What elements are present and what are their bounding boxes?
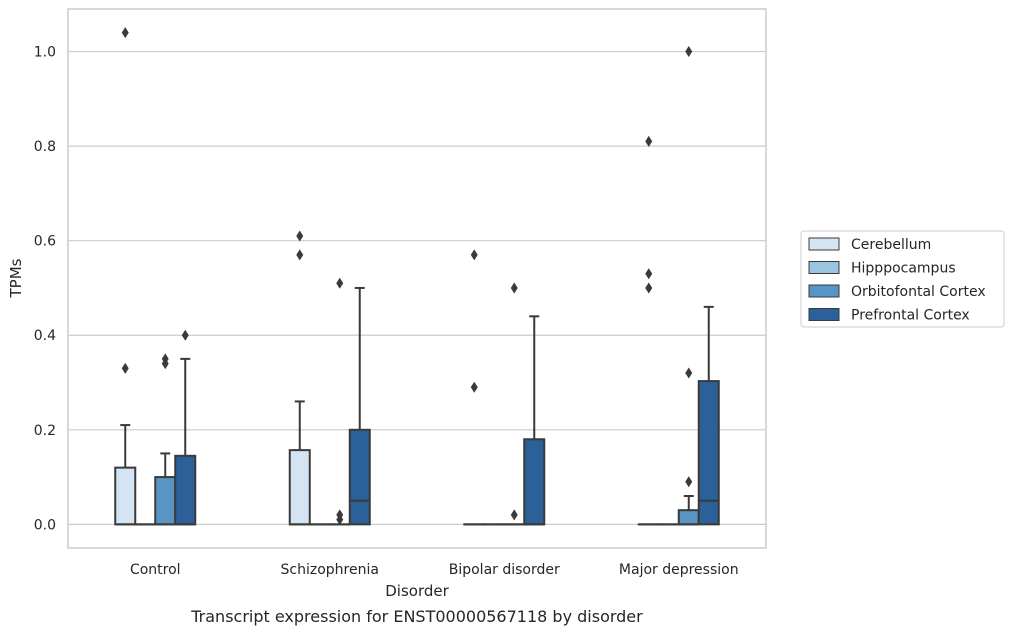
outlier-point	[121, 362, 129, 374]
legend-frame	[800, 230, 1005, 328]
box-plot-cerebellum	[637, 135, 660, 526]
outlier-point	[181, 329, 189, 341]
x-tick-label: Control	[130, 562, 181, 578]
legend-swatch	[808, 284, 840, 298]
chart-caption: Transcript expression for ENST0000056711…	[190, 607, 643, 626]
outlier-point	[161, 353, 169, 365]
box-plot-orbitofontal-cortex	[154, 353, 177, 526]
box-plot-cerebellum	[463, 249, 486, 526]
x-axis-label: Disorder	[385, 582, 449, 600]
y-axis-label: TPMs	[7, 258, 25, 298]
outlier-point	[336, 509, 344, 521]
box-body	[523, 438, 546, 526]
x-tick-label: Schizophrenia	[281, 562, 379, 578]
x-tick-label: Bipolar disorder	[449, 562, 560, 578]
legend-label: Cerebellum	[851, 237, 931, 253]
axes: 0.0 0.2 0.4 0.6 0.8 1.0 Control Schizophrenia Bi…	[34, 45, 739, 578]
box-body	[154, 476, 177, 526]
grid-lines	[68, 50, 766, 525]
y-tick-label: 0.6	[34, 234, 56, 250]
outlier-point	[685, 476, 693, 488]
outlier-point	[645, 282, 653, 294]
outlier-point	[470, 249, 478, 261]
plot-frame	[67, 8, 767, 549]
outlier-point	[470, 381, 478, 393]
outlier-point	[645, 135, 653, 147]
box-body	[174, 454, 197, 526]
legend-label: Prefrontal Cortex	[851, 308, 970, 324]
box-plot-prefrontal-cortex	[697, 305, 720, 526]
y-tick-label: 0.8	[34, 139, 56, 155]
box-body	[114, 466, 137, 526]
outlier-point	[296, 230, 304, 242]
y-tick-label: 0.2	[34, 423, 56, 439]
box-plot-prefrontal-cortex	[174, 329, 197, 526]
y-tick-label: 0.4	[34, 328, 56, 344]
x-tick-label: Major depression	[619, 562, 739, 578]
box-body	[677, 509, 700, 526]
box-plot-cerebellum	[114, 27, 137, 526]
box-plot-orbitofontal-cortex	[677, 46, 700, 526]
outlier-point	[685, 46, 693, 58]
box-plot-orbitofontal-cortex	[503, 282, 526, 526]
outlier-point	[121, 27, 129, 39]
outlier-point	[645, 268, 653, 280]
box-plot-orbitofontal-cortex	[328, 277, 351, 526]
legend-swatch	[808, 237, 840, 251]
legend-label: Hipppocampus	[851, 261, 956, 277]
legend: Cerebellum Hipppocampus Orbitofontal Corte…	[800, 230, 1005, 328]
box-body	[697, 380, 720, 526]
y-tick-label: 0.0	[34, 517, 56, 533]
box-body	[288, 449, 311, 526]
outlier-point	[296, 249, 304, 261]
box-plot-prefrontal-cortex	[523, 315, 546, 526]
outlier-point	[685, 367, 693, 379]
legend-swatch	[808, 261, 840, 274]
box-plot-prefrontal-cortex	[348, 286, 371, 526]
outlier-point	[510, 509, 518, 521]
outlier-point	[510, 282, 518, 294]
box-body	[348, 428, 371, 526]
plot-boxes	[114, 27, 720, 526]
y-tick-label: 1.0	[34, 45, 56, 61]
outlier-point	[336, 277, 344, 289]
legend-swatch	[808, 308, 840, 321]
legend-label: Orbitofontal Cortex	[851, 284, 986, 300]
box-plot-cerebellum	[288, 230, 311, 526]
